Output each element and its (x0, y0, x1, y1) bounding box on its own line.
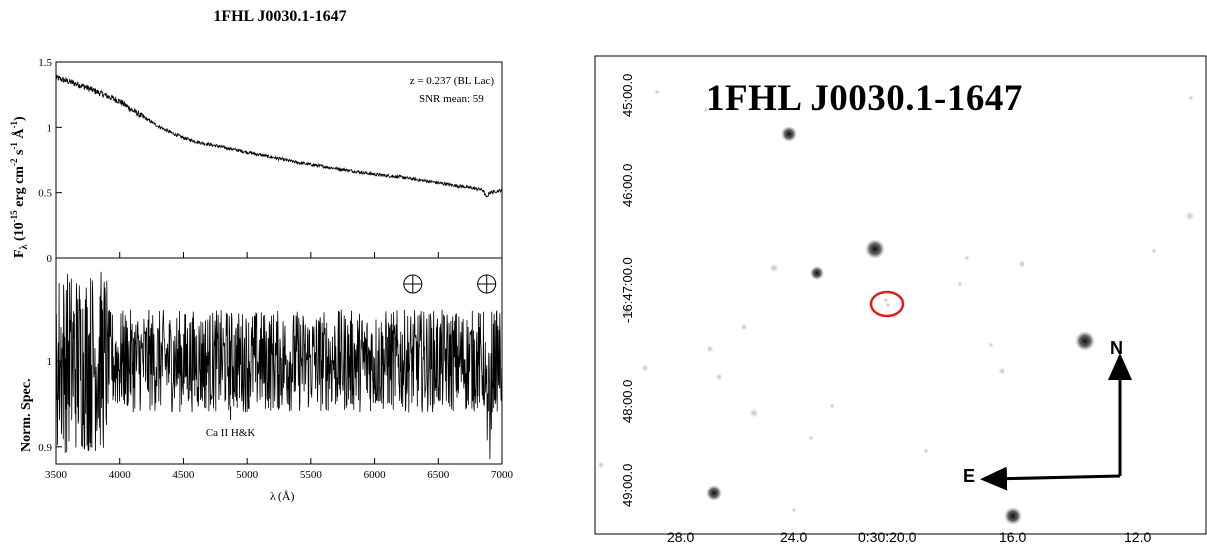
y-tick-label: 1.5 (38, 57, 52, 69)
star (641, 364, 649, 372)
star (781, 126, 797, 142)
figure-title: 1FHL J0030.1-1647 (213, 8, 347, 25)
spectrum-line (55, 74, 503, 198)
x-tick-label: 4500 (172, 469, 195, 481)
x-tick-label: 6000 (364, 469, 387, 481)
x-tick-label: 5000 (236, 469, 259, 481)
star (808, 435, 814, 441)
ra-label: 0:30:20.0 (858, 529, 917, 545)
star (1188, 95, 1194, 101)
star (1018, 260, 1026, 268)
dec-label: 49:00.0 (620, 463, 635, 507)
star (957, 281, 963, 287)
xlabel: λ (Å) (270, 489, 295, 503)
star (749, 408, 759, 418)
x-tick-label: 5500 (300, 469, 323, 481)
star (1075, 331, 1095, 351)
y-tick-label: 0.5 (38, 188, 52, 200)
star (829, 403, 835, 409)
star (703, 107, 709, 113)
star (791, 507, 797, 513)
star (620, 305, 634, 319)
dec-label: -16:47:00.0 (620, 257, 635, 323)
target-marker (869, 290, 905, 318)
telluric-icon (403, 274, 423, 294)
star (1004, 507, 1022, 525)
star (1185, 211, 1195, 221)
finder-title: 1FHL J0030.1-1647 (706, 78, 1023, 119)
star-field (597, 89, 1195, 525)
star (883, 297, 889, 303)
y-tick-label: 0.9 (38, 442, 52, 454)
star (998, 367, 1006, 375)
star (1151, 248, 1157, 254)
star (769, 263, 779, 273)
x-tick-label: 4000 (109, 469, 132, 481)
ca-feature-label: Ca II H&K (206, 427, 256, 439)
star (654, 89, 660, 95)
east-arrow (980, 466, 1121, 491)
ra-label: 12.0 (1124, 529, 1152, 545)
x-tick-label: 6500 (427, 469, 450, 481)
ra-label: 24.0 (780, 529, 808, 545)
redshift-annotation: z = 0.237 (BL Lac) (410, 75, 495, 87)
east-label: E (963, 466, 976, 486)
star (597, 461, 605, 469)
norm-spectrum-line (55, 271, 503, 460)
x-tick-label: 7000 (491, 469, 514, 481)
finder-frame (594, 55, 1207, 535)
dec-label: 45:00.0 (620, 73, 635, 117)
x-tick-label: 3500 (45, 469, 68, 481)
top-ylabel: Fλ (10-15 erg cm-2 s-1 Å-1) (9, 116, 30, 258)
north-label: N (1110, 338, 1123, 358)
star (706, 485, 722, 501)
y-tick-label: 1 (47, 122, 53, 134)
star (964, 255, 970, 261)
telluric-icon (477, 274, 497, 294)
star (715, 373, 723, 381)
ra-label: 28.0 (667, 529, 695, 545)
y-tick-label: 0 (47, 253, 53, 265)
ra-label: 16.0 (999, 529, 1027, 545)
y-tick-label: 1 (47, 356, 53, 368)
bottom-ylabel: Norm. Spec. (19, 379, 34, 453)
star (810, 266, 824, 280)
snr-annotation: SNR mean: 59 (419, 93, 484, 105)
dec-label: 48:00.0 (620, 379, 635, 423)
star (740, 323, 748, 331)
star (988, 342, 994, 348)
star (865, 239, 885, 259)
star (923, 448, 929, 454)
star (885, 302, 891, 308)
spectrum-chart: 0 0.5 1 1.5 3500 4000 4500 5000 5500 6000 6500 700… (9, 57, 514, 503)
dec-label: 46:00.0 (620, 163, 635, 207)
star (706, 345, 714, 353)
finder-chart: 1FHL J0030.1-1647 45:00.0 46:00.0 -16:47… (594, 55, 1207, 545)
